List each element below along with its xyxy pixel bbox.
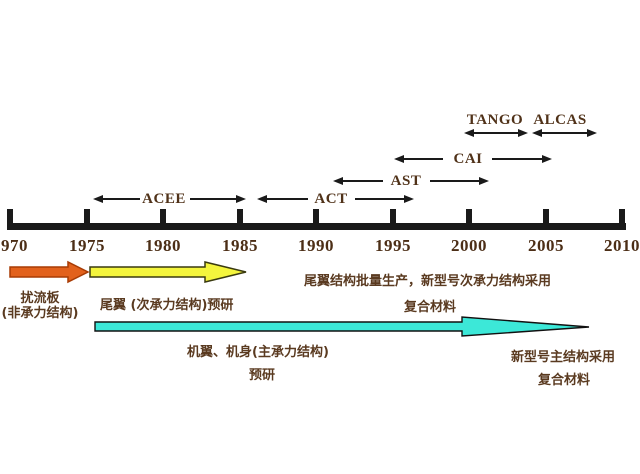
program-label-alcas: ALCAS — [533, 112, 587, 128]
acee-left-arrowhead-icon — [93, 195, 103, 203]
tango-right-arrowhead-icon — [518, 129, 528, 137]
tick-1975 — [84, 209, 90, 230]
act-left-arrow-line — [265, 198, 308, 200]
ast-right-arrowhead-icon — [479, 177, 489, 185]
main-structure-annotation-line2: 复合材料 — [537, 373, 590, 388]
year-label-1985: 1985 — [222, 236, 258, 255]
tick-2005 — [543, 209, 549, 230]
ast-left-arrow-line — [341, 180, 383, 182]
tick-1980 — [160, 209, 166, 230]
program-label-tango: TANGO — [466, 112, 524, 128]
cai-right-arrow-line — [492, 158, 542, 160]
wing-fuselage-arrow — [94, 316, 590, 337]
tail-production-annotation-line1: 尾翼结构批量生产，新型号次承力结构采用 — [304, 274, 552, 289]
cai-right-arrowhead-icon — [542, 155, 552, 163]
ast-left-arrowhead-icon — [333, 177, 343, 185]
ast-right-arrow-line — [430, 180, 479, 182]
year-label-1975: 1975 — [69, 236, 105, 255]
year-label-2000: 2000 — [451, 236, 487, 255]
spoiler-label-line1: 扰流板 — [20, 291, 60, 306]
phase-arrows-layer — [9, 260, 590, 337]
cai-left-arrowhead-icon — [394, 155, 404, 163]
tango-arrow-line — [472, 132, 518, 134]
acee-left-arrow-line — [101, 198, 140, 200]
cai-left-arrow-line — [402, 158, 443, 160]
tick-2010 — [619, 209, 625, 230]
spoiler-label-line2: (非承力结构) — [1, 306, 79, 321]
alcas-right-arrowhead-icon — [587, 129, 597, 137]
wing-fuselage-label-line2: 预研 — [248, 368, 275, 383]
alcas-left-arrowhead-icon — [532, 129, 542, 137]
program-label-ast: AST — [390, 173, 422, 189]
acee-right-arrow-line — [190, 198, 236, 200]
tango-left-arrowhead-icon — [464, 129, 474, 137]
year-label-1990: 1990 — [298, 236, 334, 255]
program-label-cai: CAI — [453, 151, 483, 167]
act-left-arrowhead-icon — [257, 195, 267, 203]
tail-phase-label: 尾翼 (次承力结构)预研 — [100, 298, 234, 313]
main-structure-annotation-line1: 新型号主结构采用 — [510, 350, 615, 365]
program-label-acee: ACEE — [142, 191, 186, 207]
act-right-arrow-line — [355, 198, 404, 200]
year-label-1980: 1980 — [145, 236, 181, 255]
tick-1990 — [313, 209, 319, 230]
tick-1970 — [7, 209, 13, 230]
year-label-2005: 2005 — [528, 236, 564, 255]
tick-1985 — [237, 209, 243, 230]
year-label-2010: 2010 — [604, 236, 640, 255]
tail-production-annotation-line2: 复合材料 — [403, 300, 456, 315]
year-label-1970: 1970 — [0, 236, 28, 255]
spoiler-arrow — [9, 260, 90, 284]
acee-right-arrowhead-icon — [236, 195, 246, 203]
tick-2000 — [466, 209, 472, 230]
tick-1995 — [390, 209, 396, 230]
program-label-act: ACT — [314, 191, 348, 207]
act-right-arrowhead-icon — [404, 195, 414, 203]
year-label-1995: 1995 — [375, 236, 411, 255]
wing-fuselage-label-line1: 机翼、机身(主承力结构) — [187, 345, 329, 360]
alcas-arrow-line — [540, 132, 587, 134]
tail-arrow — [89, 261, 247, 283]
